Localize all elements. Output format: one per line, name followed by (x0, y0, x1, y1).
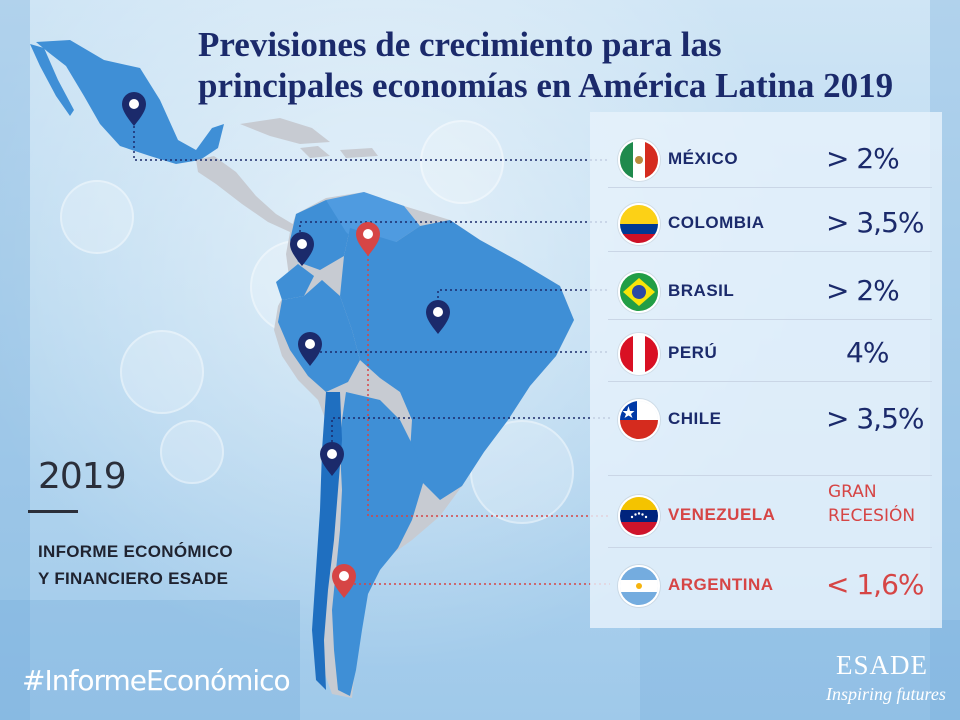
brazil-flag-icon (618, 271, 660, 313)
mexico-flag-icon (618, 139, 660, 181)
venezuela-connector (367, 244, 610, 517)
colombia-flag-icon (618, 203, 660, 245)
growth-value: < 1,6% (826, 568, 924, 601)
hashtag: #InformeEconómico (22, 664, 291, 697)
growth-value: GRAN RECESIÓN (828, 480, 915, 528)
growth-value: 4% (846, 336, 889, 369)
baja-california-shape (30, 44, 74, 116)
venezuela-flag-icon (618, 495, 660, 537)
map-pin-icon (332, 564, 356, 598)
recession-line-1: GRAN (828, 482, 877, 502)
map-pin-icon (122, 92, 146, 126)
building-decoration (0, 600, 300, 720)
peru-shape (278, 280, 360, 392)
map-pin-icon (356, 222, 380, 256)
argentina-flag-icon (618, 565, 660, 607)
mexico-connector (133, 116, 610, 161)
row-divider (608, 547, 932, 548)
esade-tagline: Inspiring futures (826, 684, 946, 704)
coin-decoration (420, 120, 504, 204)
map-pin-icon (298, 332, 322, 366)
row-divider (608, 187, 932, 188)
ecuador-shape (276, 264, 314, 300)
year-underline (28, 510, 78, 513)
report-title-line-1: INFORME ECONÓMICO (38, 542, 233, 561)
report-title: INFORME ECONÓMICO Y FINANCIERO ESADE (38, 538, 233, 592)
coin-decoration (120, 330, 204, 414)
coin-decoration (60, 180, 134, 254)
argentina-shape (332, 392, 424, 696)
coin-decoration (160, 420, 224, 484)
page-title: Previsiones de crecimiento para las prin… (198, 24, 938, 106)
recession-line-2: RECESIÓN (828, 506, 916, 526)
row-divider (608, 319, 932, 320)
growth-value: > 3,5% (826, 402, 924, 435)
country-name: MÉXICO (668, 149, 739, 168)
country-name: PERÚ (668, 343, 718, 362)
map-pin-icon (426, 300, 450, 334)
forecast-row-argentina: ARGENTINA < 1,6% (598, 558, 932, 614)
caribbean-island-shape (340, 148, 378, 158)
report-year: 2019 (38, 456, 127, 497)
forecast-row-chile: CHILE > 3,5% (598, 392, 932, 476)
chile-flag-icon (618, 399, 660, 441)
forecast-row-peru: PERÚ 4% (598, 326, 932, 382)
country-name: BRASIL (668, 281, 735, 300)
building-decoration (640, 620, 960, 720)
country-name: CHILE (668, 409, 722, 428)
growth-value: > 2% (826, 274, 900, 307)
map-pin-icon (320, 442, 344, 476)
forecast-row-mexico: MÉXICO > 2% (598, 132, 932, 188)
title-line-1: Previsiones de crecimiento para las (198, 25, 722, 64)
country-name: VENEZUELA (668, 505, 776, 524)
growth-value: > 2% (826, 142, 900, 175)
row-divider (608, 251, 932, 252)
report-title-line-2: Y FINANCIERO ESADE (38, 569, 229, 588)
country-name: ARGENTINA (668, 575, 774, 594)
forecast-row-brasil: BRASIL > 2% (598, 264, 932, 320)
caribbean-island-shape (300, 146, 330, 158)
esade-logo: ESADE (836, 650, 928, 680)
map-pin-icon (290, 232, 314, 266)
growth-value: > 3,5% (826, 206, 924, 239)
row-divider (608, 381, 932, 382)
building-decoration (0, 0, 30, 720)
central-america-shape (196, 156, 296, 232)
forecast-row-colombia: COLOMBIA > 3,5% (598, 196, 932, 252)
cuba-shape (240, 118, 330, 144)
country-name: COLOMBIA (668, 213, 765, 232)
row-divider (608, 475, 932, 476)
forecast-row-venezuela: VENEZUELA GRAN RECESIÓN (598, 482, 932, 548)
peru-flag-icon (618, 333, 660, 375)
title-line-2: principales economías en América Latina … (198, 66, 894, 105)
